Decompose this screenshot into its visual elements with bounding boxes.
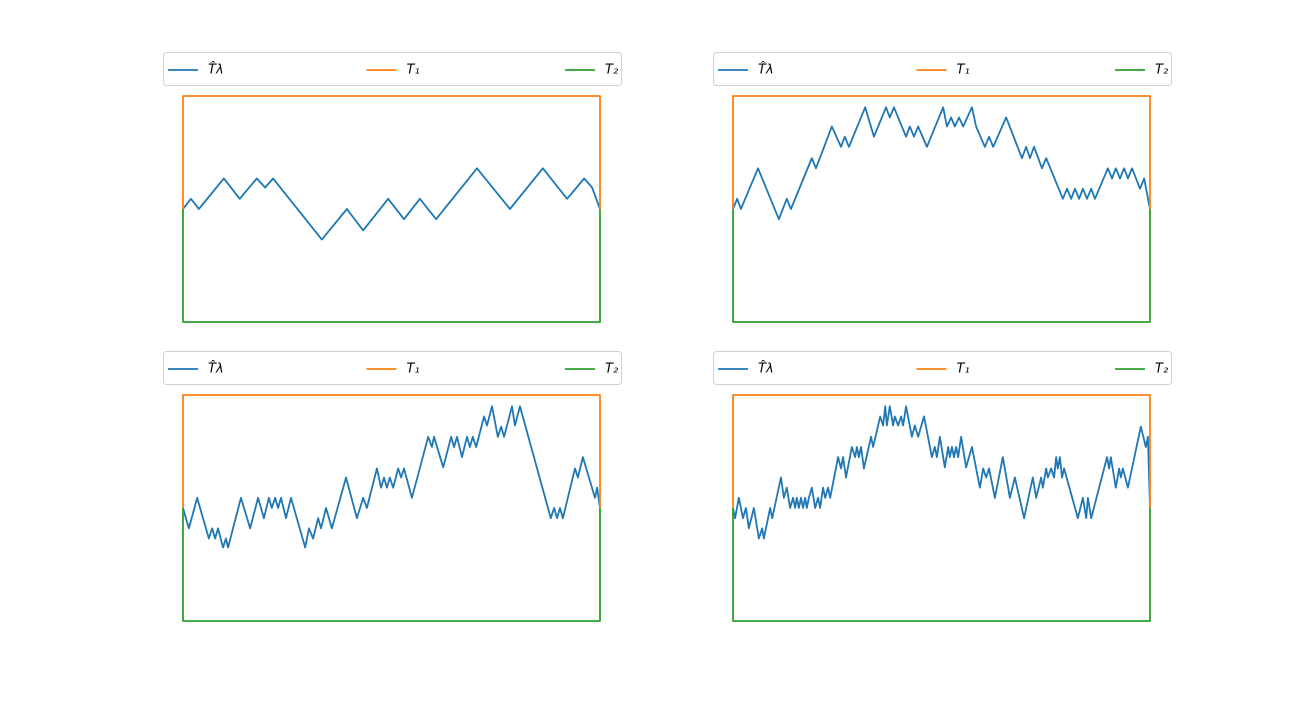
legend: T̂λ T₁ T₂ (713, 351, 1172, 385)
subplot: T̂λ T₁ T₂ (163, 52, 622, 323)
legend-label: T̂λ (758, 62, 774, 77)
legend: T̂λ T₁ T₂ (163, 52, 622, 86)
legend-frame (163, 52, 622, 86)
legend-frame (163, 351, 622, 385)
legend-label: T₁ (407, 362, 420, 377)
legend-frame (713, 351, 1172, 385)
series-line (732, 95, 1151, 209)
series-line (732, 405, 1151, 540)
legend-label: T₁ (957, 362, 970, 377)
series-line (182, 209, 601, 323)
subplot: T̂λ T₁ T₂ (713, 52, 1172, 323)
series-line (732, 508, 1151, 622)
subplot: T̂λ T₁ T₂ (713, 351, 1172, 622)
legend-label: T₂ (1155, 362, 1168, 377)
legend-label: T̂λ (208, 361, 224, 376)
legend-label: T₁ (957, 63, 970, 78)
series-line (182, 95, 601, 209)
series-line (182, 508, 601, 622)
series-line (732, 209, 1151, 323)
series-line (732, 394, 1151, 508)
series-line (182, 394, 601, 508)
legend-label: T̂λ (758, 361, 774, 376)
legend: T̂λ T₁ T₂ (713, 52, 1172, 86)
subplot: T̂λ T₁ T₂ (163, 351, 622, 622)
series-line (182, 405, 601, 549)
series-line (182, 167, 601, 241)
legend-label: T₂ (605, 63, 618, 78)
legend-label: T₂ (605, 362, 618, 377)
legend-label: T₂ (1155, 63, 1168, 78)
legend-label: T̂λ (208, 62, 224, 77)
legend-frame (713, 52, 1172, 86)
legend: T̂λ T₁ T₂ (163, 351, 622, 385)
series-line (732, 106, 1151, 221)
legend-label: T₁ (407, 63, 420, 78)
